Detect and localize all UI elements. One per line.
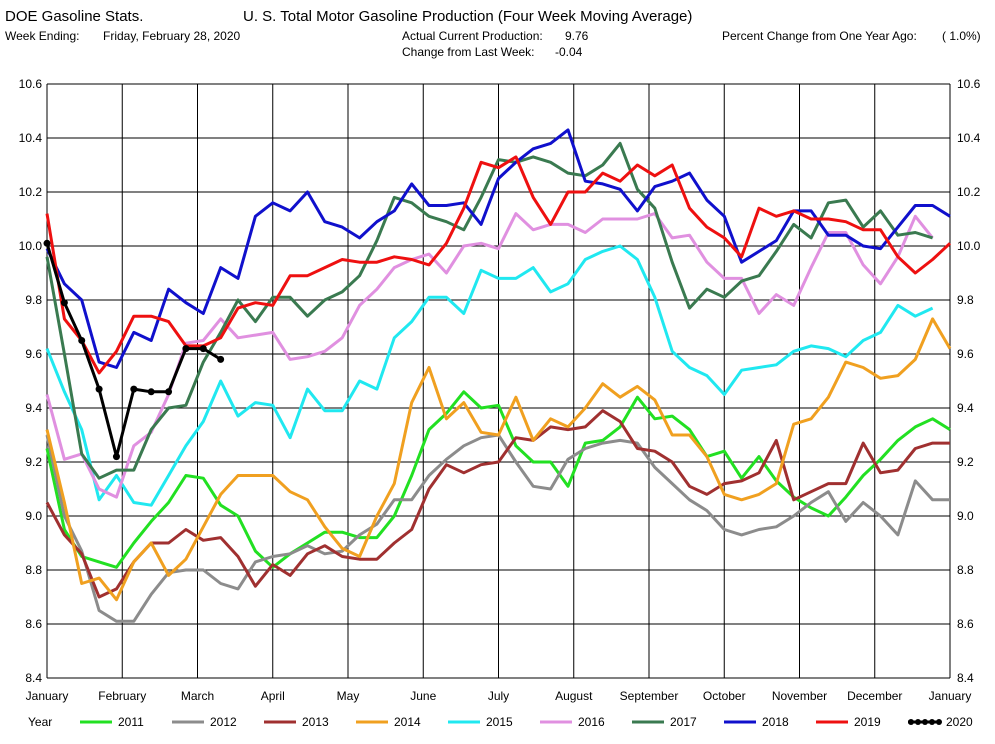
series-point-2020: [43, 239, 51, 247]
legend-label-2013: 2013: [302, 715, 329, 729]
x-tick-label: January: [26, 689, 69, 703]
x-tick-label: July: [488, 689, 509, 703]
series-lines: [43, 128, 952, 623]
x-tick-label: September: [620, 689, 679, 703]
y-tick-label-right: 10.4: [957, 131, 981, 145]
series-point-2020: [112, 453, 120, 461]
legend-label-2012: 2012: [210, 715, 237, 729]
y-tick-label-left: 8.4: [25, 671, 42, 685]
series-line-2018: [45, 128, 951, 369]
legend-marker: [922, 719, 928, 725]
y-tick-label-right: 10.2: [957, 185, 981, 199]
x-tick-label: February: [98, 689, 146, 703]
gridlines: [46, 83, 951, 679]
week-ending-value: Friday, February 28, 2020: [103, 29, 241, 43]
x-tick-label: August: [555, 689, 593, 703]
y-axis-left: 10.6 10.4 10.2 10.0 9.8 9.6 9.4 9.2 9.0 8.8 8.6 8.4: [19, 77, 43, 685]
series-line-2016: [45, 212, 934, 499]
x-axis: January February March April May June July Augu…: [26, 689, 972, 703]
y-tick-label-left: 9.6: [25, 347, 42, 361]
y-tick-label-left: 8.8: [25, 563, 42, 577]
series-point-2020: [147, 388, 155, 396]
y-tick-label-left: 9.0: [25, 509, 42, 523]
series-line-2015: [45, 244, 934, 507]
percent-change-label: Percent Change from One Year Ago:: [722, 29, 917, 43]
change-value: -0.04: [555, 45, 583, 59]
legend-label-2019: 2019: [854, 715, 881, 729]
actual-production-label: Actual Current Production:: [402, 29, 543, 43]
chart-title: U. S. Total Motor Gasoline Production (F…: [243, 8, 693, 25]
series-point-2020: [60, 299, 68, 307]
legend-label-2014: 2014: [394, 715, 421, 729]
legend-marker: [936, 719, 942, 725]
legend-label-2016: 2016: [578, 715, 605, 729]
series-line-2011: [45, 390, 951, 569]
series-line-2014: [45, 317, 952, 602]
y-tick-label-right: 9.4: [957, 401, 974, 415]
y-tick-label-left: 8.6: [25, 617, 42, 631]
x-tick-label: October: [703, 689, 746, 703]
y-tick-label-left: 10.0: [19, 239, 43, 253]
x-tick-label: January: [929, 689, 972, 703]
series-point-2020: [130, 385, 138, 393]
change-label: Change from Last Week:: [402, 45, 535, 59]
legend-label-2015: 2015: [486, 715, 513, 729]
y-tick-label-right: 8.8: [957, 563, 974, 577]
legend-label-2020: 2020: [946, 715, 973, 729]
legend-label-2011: 2011: [118, 715, 144, 729]
series-point-2020: [78, 337, 86, 344]
legend-label-2018: 2018: [762, 715, 789, 729]
series-point-2020: [182, 345, 190, 353]
y-tick-label-left: 10.4: [19, 131, 43, 145]
series-point-2020: [165, 388, 173, 396]
week-ending-label: Week Ending:: [5, 29, 80, 43]
y-tick-label-left: 10.2: [19, 185, 43, 199]
y-tick-label-right: 10.0: [957, 239, 981, 253]
legend-marker: [908, 719, 914, 725]
y-tick-label-left: 9.8: [25, 293, 42, 307]
source-label: DOE Gasoline Stats.: [5, 8, 144, 25]
y-tick-label-right: 9.8: [957, 293, 974, 307]
series-line-2017: [45, 141, 934, 480]
y-tick-label-left: 10.6: [19, 77, 43, 91]
series-point-2020: [199, 345, 207, 353]
y-tick-label-left: 9.4: [25, 401, 42, 415]
y-tick-label-left: 9.2: [25, 455, 42, 469]
legend-title: Year: [28, 715, 52, 729]
x-tick-label: May: [337, 689, 360, 703]
x-tick-label: June: [410, 689, 436, 703]
series-line-2019: [45, 155, 952, 375]
series-point-2020: [217, 355, 225, 363]
y-tick-label-right: 9.6: [957, 347, 974, 361]
series-point-2020: [95, 385, 103, 393]
series-line-2020: [45, 242, 222, 459]
x-tick-label: April: [261, 689, 285, 703]
x-tick-label: December: [847, 689, 902, 703]
y-tick-label-right: 10.6: [957, 77, 981, 91]
legend-marker: [915, 719, 921, 725]
y-tick-label-right: 8.4: [957, 671, 974, 685]
legend-marker: [929, 719, 935, 725]
y-axis-right: 10.6 10.4 10.2 10.0 9.8 9.6 9.4 9.2 9.0 8.8 8.6 8.4: [957, 77, 981, 685]
legend: Year 2011 2012 2013 2014 2015 2016 2017 2018 2019…: [28, 715, 973, 729]
y-tick-label-right: 9.0: [957, 509, 974, 523]
y-tick-label-right: 9.2: [957, 455, 974, 469]
y-tick-label-right: 8.6: [957, 617, 974, 631]
percent-change-value: ( 1.0%): [942, 29, 981, 43]
x-tick-label: March: [181, 689, 214, 703]
x-tick-label: November: [772, 689, 827, 703]
legend-label-2017: 2017: [670, 715, 697, 729]
actual-production-value: 9.76: [565, 29, 589, 43]
